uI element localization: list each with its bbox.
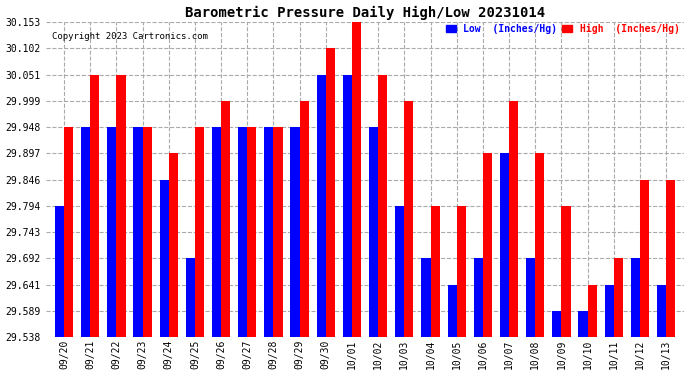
Bar <box>657 285 666 337</box>
Bar <box>509 101 518 337</box>
Bar <box>299 101 308 337</box>
Bar <box>457 206 466 337</box>
Bar <box>273 127 283 337</box>
Bar <box>631 258 640 337</box>
Bar <box>552 311 562 337</box>
Bar <box>343 75 352 337</box>
Bar <box>369 127 378 337</box>
Bar <box>107 127 117 337</box>
Bar <box>81 127 90 337</box>
Bar <box>526 258 535 337</box>
Bar <box>247 127 257 337</box>
Bar <box>317 75 326 337</box>
Bar <box>448 285 457 337</box>
Bar <box>352 22 361 337</box>
Bar <box>404 101 413 337</box>
Bar <box>588 285 597 337</box>
Bar <box>578 311 588 337</box>
Bar <box>55 206 64 337</box>
Bar <box>666 180 676 337</box>
Bar <box>604 285 614 337</box>
Bar <box>169 153 178 337</box>
Bar <box>186 258 195 337</box>
Bar <box>431 206 440 337</box>
Bar <box>290 127 299 337</box>
Bar <box>195 127 204 337</box>
Bar <box>474 258 483 337</box>
Bar <box>159 180 169 337</box>
Bar <box>133 127 143 337</box>
Bar <box>221 101 230 337</box>
Bar <box>117 75 126 337</box>
Bar <box>264 127 273 337</box>
Bar <box>562 206 571 337</box>
Text: Copyright 2023 Cartronics.com: Copyright 2023 Cartronics.com <box>52 32 208 41</box>
Bar <box>64 127 73 337</box>
Bar <box>500 153 509 337</box>
Bar <box>143 127 152 337</box>
Bar <box>535 153 544 337</box>
Bar <box>90 75 99 337</box>
Bar <box>395 206 404 337</box>
Bar <box>422 258 431 337</box>
Bar <box>378 75 387 337</box>
Bar <box>483 153 492 337</box>
Bar <box>238 127 247 337</box>
Bar <box>326 48 335 337</box>
Bar <box>614 258 623 337</box>
Bar <box>640 180 649 337</box>
Bar <box>212 127 221 337</box>
Legend: Low  (Inches/Hg), High  (Inches/Hg): Low (Inches/Hg), High (Inches/Hg) <box>446 24 680 34</box>
Title: Barometric Pressure Daily High/Low 20231014: Barometric Pressure Daily High/Low 20231… <box>185 6 545 20</box>
